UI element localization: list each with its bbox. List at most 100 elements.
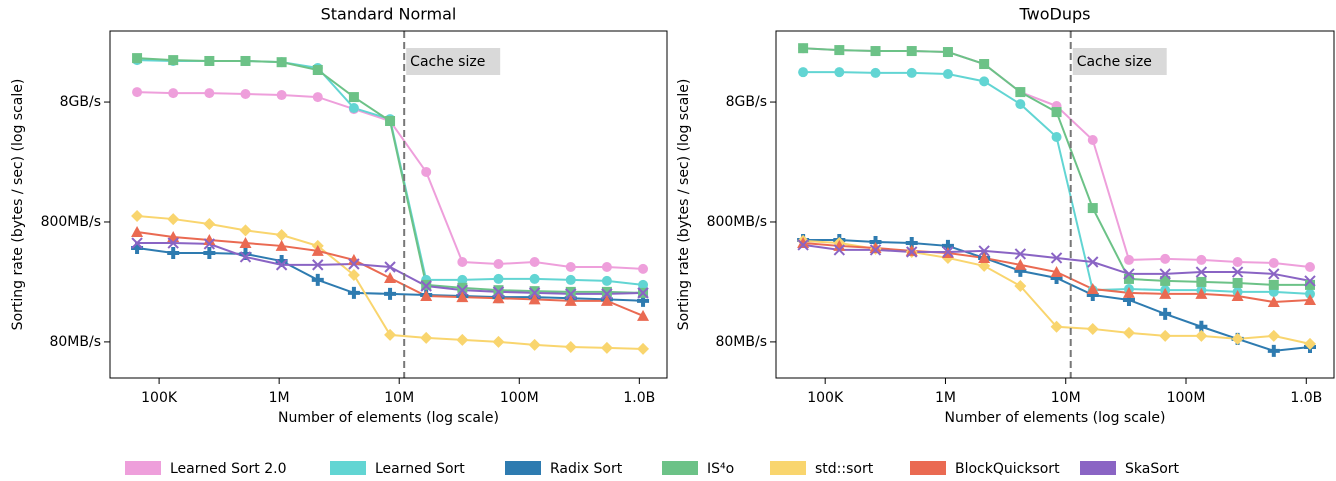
legend-label: IS⁴o — [707, 461, 734, 477]
point — [1195, 266, 1208, 278]
point — [1196, 254, 1207, 265]
point — [239, 224, 252, 237]
point — [905, 244, 918, 256]
point — [1303, 293, 1316, 305]
point — [456, 291, 469, 303]
point — [564, 340, 577, 353]
point — [493, 258, 504, 269]
plot-area — [131, 53, 650, 355]
point — [347, 269, 360, 282]
point — [1086, 322, 1099, 335]
point — [1014, 248, 1027, 260]
point — [312, 92, 323, 103]
y-tick-label: 80MB/s — [715, 334, 767, 350]
point — [638, 263, 649, 274]
chart-title: Standard Normal — [321, 5, 457, 24]
point — [1160, 275, 1171, 286]
point — [1123, 254, 1134, 265]
y-axis-label: Sorting rate (bytes / sec) (log scale) — [676, 79, 692, 331]
x-tick-label: 10M — [384, 390, 414, 406]
point — [384, 328, 397, 341]
point — [203, 246, 216, 259]
point — [168, 88, 179, 99]
point — [204, 55, 215, 66]
point — [565, 274, 576, 285]
point — [311, 244, 324, 256]
legend-swatch — [1080, 461, 1116, 475]
point — [1268, 279, 1279, 290]
point — [348, 258, 360, 270]
point — [1231, 290, 1244, 302]
point — [131, 210, 144, 223]
point — [276, 90, 287, 101]
annotation: Cache size — [410, 54, 485, 70]
point — [942, 246, 954, 258]
point — [131, 225, 144, 237]
x-axis-label: Number of elements (log scale) — [278, 410, 499, 426]
legend-swatch — [662, 461, 698, 475]
point — [906, 246, 918, 258]
chart-title: TwoDups — [1019, 5, 1091, 24]
point — [833, 244, 846, 256]
point — [1050, 252, 1063, 264]
point — [240, 88, 251, 99]
x-tick-label: 100M — [1167, 390, 1206, 406]
point — [870, 67, 881, 78]
point — [834, 45, 845, 56]
point — [797, 237, 810, 249]
point — [384, 261, 396, 273]
point — [638, 279, 649, 290]
point — [384, 287, 397, 300]
point — [385, 115, 396, 126]
x-axis-label: Number of elements (log scale) — [945, 410, 1166, 426]
point — [906, 46, 917, 57]
legend-label: Learned Sort 2.0 — [170, 461, 287, 477]
point — [601, 288, 613, 300]
x-tick-label: 1M — [269, 390, 290, 406]
point — [240, 55, 251, 66]
point — [276, 57, 287, 68]
point — [528, 293, 541, 305]
x-tick-label: 1.0B — [623, 390, 655, 406]
point — [1267, 296, 1280, 308]
point — [601, 286, 612, 297]
point — [347, 286, 360, 299]
point — [1123, 268, 1135, 280]
point — [906, 67, 917, 78]
point — [1087, 135, 1098, 146]
point — [239, 251, 252, 263]
x-tick-label: 100K — [807, 390, 844, 406]
point — [1304, 262, 1315, 273]
x-tick-label: 10M — [1051, 390, 1081, 406]
point — [492, 286, 505, 298]
legend-label: SkaSort — [1125, 461, 1180, 477]
point — [600, 294, 613, 306]
legend-swatch — [125, 461, 161, 475]
annotation-box — [1072, 48, 1167, 75]
y-tick-label: 800MB/s — [707, 214, 767, 230]
point — [1232, 277, 1243, 288]
point — [420, 280, 432, 292]
point — [1015, 99, 1026, 110]
point — [1231, 332, 1244, 345]
point — [942, 47, 953, 58]
point — [1232, 256, 1243, 267]
point — [312, 65, 323, 76]
point — [167, 237, 179, 249]
point — [637, 287, 649, 299]
legend-swatch — [910, 461, 946, 475]
point — [492, 335, 505, 348]
y-tick-label: 800MB/s — [41, 214, 101, 230]
point — [1015, 87, 1026, 98]
point — [493, 273, 504, 284]
point — [798, 67, 809, 78]
point — [348, 92, 359, 103]
x-tick-label: 100M — [500, 390, 539, 406]
point — [798, 43, 809, 54]
point — [457, 282, 468, 293]
point — [1014, 279, 1027, 292]
point — [834, 67, 845, 78]
point — [979, 76, 990, 87]
plot-area — [797, 43, 1316, 357]
y-tick-label: 8GB/s — [60, 94, 101, 110]
